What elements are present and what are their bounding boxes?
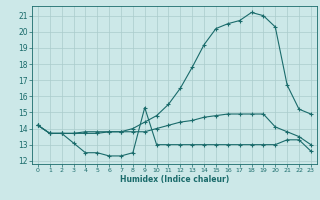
X-axis label: Humidex (Indice chaleur): Humidex (Indice chaleur) [120,175,229,184]
